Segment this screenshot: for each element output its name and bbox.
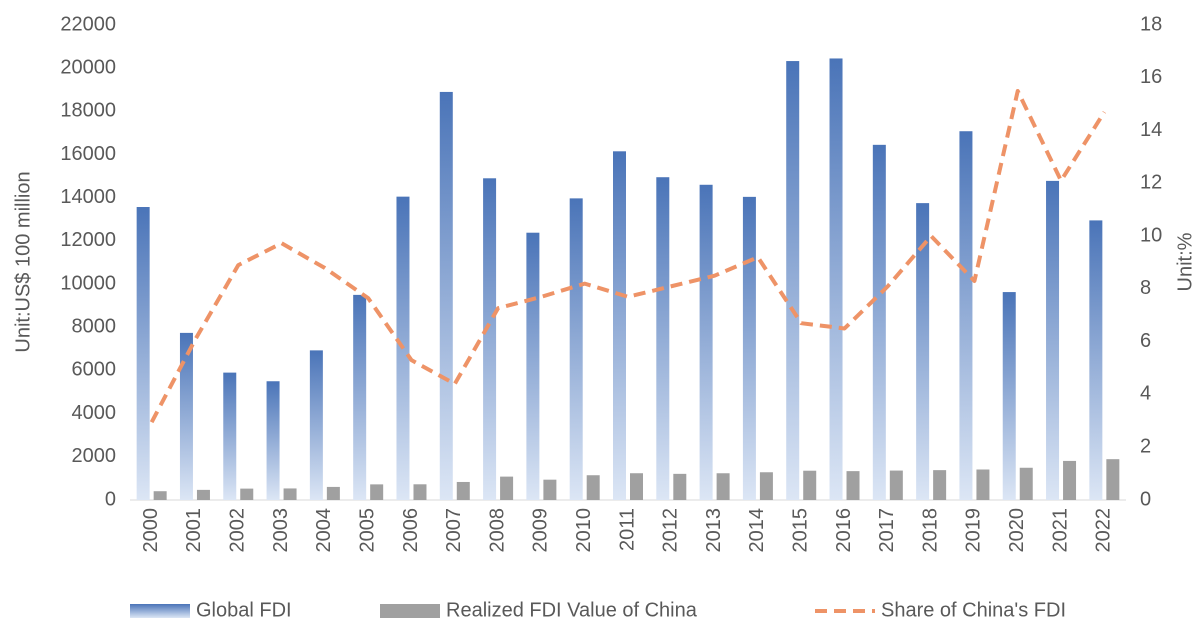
bar: [759, 472, 773, 500]
x-tick-label: 2006: [400, 508, 422, 553]
bar: [456, 481, 470, 500]
bar: [846, 471, 860, 500]
legend-label: Realized FDI Value of China: [446, 599, 698, 621]
x-tick-label: 2013: [703, 508, 725, 553]
x-tick-label: 2002: [227, 508, 249, 553]
y2-tick-label: 18: [1140, 13, 1162, 35]
bar: [326, 486, 340, 500]
legend-label: Share of China's FDI: [881, 599, 1066, 621]
bar: [439, 91, 453, 500]
bar: [1089, 220, 1103, 501]
bar: [933, 470, 947, 500]
x-tick-label: 2012: [660, 508, 682, 553]
y-tick-label: 0: [105, 488, 116, 510]
bar: [613, 151, 626, 500]
bar: [309, 350, 323, 500]
bar: [630, 473, 643, 500]
bar: [136, 207, 150, 501]
bar: [223, 372, 237, 500]
bar: [1046, 180, 1060, 501]
x-tick-label: 2000: [140, 508, 162, 553]
x-tick-label: 2011: [616, 508, 638, 551]
y2-tick-label: 16: [1140, 66, 1162, 88]
bar: [179, 332, 193, 500]
x-tick-label: 2016: [833, 508, 855, 553]
y2-tick-label: 14: [1140, 119, 1162, 141]
y2-tick-label: 4: [1140, 383, 1151, 405]
y2-axis-title: Unit:%: [1174, 232, 1196, 291]
bar: [699, 184, 713, 501]
bar: [959, 131, 973, 500]
y-tick-label: 18000: [60, 100, 116, 122]
y-tick-label: 22000: [60, 13, 116, 35]
x-tick-label: 2003: [270, 508, 292, 553]
bar: [266, 381, 280, 500]
x-tick-label: 2020: [1006, 508, 1028, 553]
bar: [656, 177, 670, 500]
y2-tick-label: 6: [1140, 330, 1151, 352]
y2-tick-label: 10: [1140, 224, 1162, 246]
x-tick-label: 2008: [486, 508, 508, 553]
y2-tick-label: 12: [1140, 172, 1162, 194]
y2-tick-label: 0: [1140, 488, 1151, 510]
x-tick-label: 2015: [789, 508, 811, 553]
y-tick-label: 6000: [72, 359, 117, 381]
bar: [569, 198, 583, 500]
bar: [1002, 292, 1016, 500]
legend-swatch: [130, 604, 190, 618]
bar: [196, 489, 210, 500]
bar: [526, 232, 540, 501]
bar: [413, 484, 427, 500]
x-tick-label: 2019: [963, 508, 985, 553]
y-axis-title: Unit:US$ 100 million: [12, 171, 34, 352]
bar: [153, 491, 167, 500]
x-tick-label: 2018: [919, 508, 941, 553]
x-tick-label: 2009: [530, 508, 552, 553]
bar: [803, 470, 817, 500]
x-tick-label: 2014: [746, 508, 768, 553]
bar: [353, 294, 367, 500]
bar: [543, 479, 557, 500]
legend-swatch: [380, 604, 440, 618]
bar: [742, 196, 756, 500]
bar: [872, 144, 886, 501]
y-tick-label: 2000: [72, 445, 117, 467]
bar: [1019, 467, 1033, 500]
y-tick-label: 8000: [72, 316, 117, 338]
x-tick-label: 2005: [356, 508, 378, 553]
bar: [976, 469, 990, 500]
bar: [1106, 459, 1120, 500]
bar: [500, 476, 514, 500]
x-tick-label: 2010: [573, 508, 595, 553]
y2-tick-label: 2: [1140, 436, 1151, 458]
x-tick-label: 2021: [1049, 508, 1071, 553]
bar: [673, 473, 687, 500]
bar: [283, 488, 297, 500]
y-tick-label: 4000: [72, 402, 117, 424]
bar: [240, 488, 254, 500]
bar: [370, 484, 384, 500]
bar: [786, 61, 800, 500]
bar: [829, 58, 843, 500]
bar: [916, 203, 930, 500]
x-tick-label: 2022: [1093, 508, 1115, 553]
y-tick-label: 14000: [60, 186, 116, 208]
legend-label: Global FDI: [196, 599, 292, 621]
x-tick-label: 2004: [313, 508, 335, 553]
x-tick-label: 2017: [876, 508, 898, 553]
y-tick-label: 20000: [60, 56, 116, 78]
bar: [483, 178, 497, 500]
x-tick-label: 2007: [443, 508, 465, 553]
bar: [1063, 460, 1077, 500]
bar: [716, 473, 730, 500]
x-tick-label: 2001: [183, 508, 205, 553]
bar: [586, 475, 600, 500]
y-tick-label: 12000: [60, 229, 116, 251]
y-tick-label: 10000: [60, 272, 116, 294]
line: [149, 88, 1107, 424]
y-tick-label: 16000: [60, 143, 116, 165]
bar: [889, 470, 903, 500]
y2-tick-label: 8: [1140, 277, 1151, 299]
